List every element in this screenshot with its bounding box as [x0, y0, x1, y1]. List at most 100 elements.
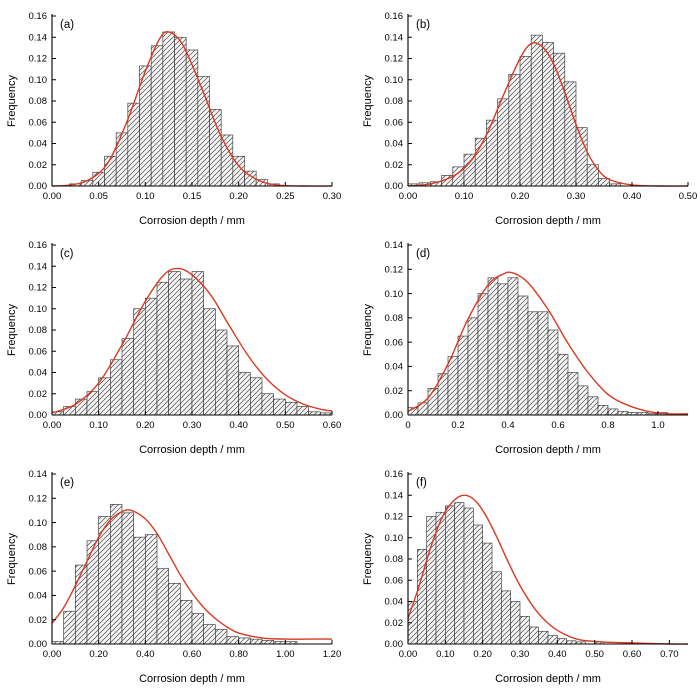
- histogram-bar: [238, 372, 251, 416]
- histogram-bar: [75, 398, 88, 416]
- histogram-bar: [607, 408, 619, 416]
- histogram-bar: [215, 329, 228, 416]
- fit-curve: [51, 267, 333, 414]
- histogram-bar: [174, 36, 187, 186]
- x-tick-label: 0.10: [136, 191, 155, 202]
- x-tick-label: 0.40: [136, 649, 155, 660]
- histogram-bar: [542, 41, 554, 186]
- y-tick-label: 0.12: [29, 494, 48, 505]
- histogram-bar: [250, 639, 263, 645]
- y-tick-label: 0.14: [385, 32, 404, 43]
- fit-curve: [51, 30, 333, 187]
- histogram-bar: [519, 616, 530, 645]
- panel-label: (e): [60, 477, 74, 489]
- y-tick-label: 0.08: [29, 325, 48, 336]
- histogram-bar: [110, 504, 123, 645]
- y-tick-label: 0.08: [385, 555, 404, 566]
- y-tick-label: 0.08: [29, 96, 48, 107]
- y-tick-label: 0.08: [385, 313, 404, 324]
- x-tick-label: 0.30: [323, 191, 342, 202]
- x-tick-label: 0.30: [567, 191, 586, 202]
- fit-curve: [407, 271, 689, 415]
- x-tick-label: 0.00: [43, 191, 62, 202]
- histogram-bar: [477, 293, 489, 416]
- y-tick-label: 0.12: [29, 283, 48, 294]
- y-axis-ticks: 0.00 0.02 0.04 0.06 0.08 0.10 0.12 0.14 0.16: [385, 470, 412, 651]
- histogram-bar: [203, 308, 216, 416]
- histogram-bar: [238, 637, 251, 645]
- x-tick-label: 1.00: [276, 649, 295, 660]
- histogram-bar: [557, 638, 567, 645]
- x-tick-label: 0.40: [548, 649, 567, 660]
- y-tick-label: 0.08: [29, 542, 48, 553]
- histogram-bar: [104, 155, 117, 186]
- histogram-bar: [63, 611, 76, 645]
- histogram-bar: [527, 311, 539, 416]
- histogram-bar: [454, 502, 465, 645]
- x-axis-ticks: 0.00 0.20 0.40 0.60 0.80 1.00 1.20: [43, 640, 341, 660]
- histogram-bar: [296, 406, 309, 416]
- x-axis-ticks: 0.00 0.10 0.20 0.30 0.40 0.50: [399, 181, 698, 202]
- fit-curve: [51, 509, 332, 641]
- y-tick-label: 0.06: [29, 346, 48, 357]
- y-tick-label: 0.16: [385, 11, 404, 22]
- histogram-bar: [457, 335, 469, 416]
- histogram-bar: [467, 317, 479, 416]
- y-axis-title: Frequency: [362, 74, 374, 126]
- x-tick-label: 0.15: [183, 191, 202, 202]
- y-tick-label: 0.00: [29, 640, 48, 651]
- x-tick-label: 0.50: [679, 191, 698, 202]
- x-tick-label: 0.20: [511, 191, 530, 202]
- histogram-bar: [115, 132, 129, 186]
- histogram-bar: [517, 295, 529, 416]
- y-tick-label: 0.04: [29, 368, 48, 379]
- histogram-bar: [547, 635, 558, 645]
- y-axis-ticks: 0.00 0.02 0.04 0.06 0.08 0.10 0.12 0.14 0.16: [385, 11, 412, 192]
- x-tick-label: 0.00: [399, 649, 418, 660]
- y-tick-label: 0.06: [385, 117, 404, 128]
- histogram-bar: [75, 565, 88, 645]
- histogram-bars: [407, 277, 679, 416]
- histogram-bar: [156, 568, 169, 645]
- histogram-bar: [447, 356, 459, 416]
- x-tick-label: 0.4: [501, 420, 514, 431]
- histogram-bar: [168, 583, 181, 645]
- histogram-bar: [133, 537, 146, 645]
- histogram-bar: [487, 277, 499, 416]
- y-tick-label: 0.04: [385, 597, 404, 608]
- y-tick-label: 0.10: [385, 533, 404, 544]
- histogram-bar: [168, 271, 181, 416]
- x-tick-label: 0.20: [136, 420, 155, 431]
- y-tick-label: 0.04: [385, 138, 404, 149]
- x-axis-title: Corrosion depth / mm: [495, 444, 601, 456]
- panel-f-chart: 0.00 0.10 0.20 0.30 0.40 0.50 0.60 0.70 0.00 0.02…: [362, 470, 689, 685]
- y-tick-label: 0.14: [29, 470, 48, 481]
- panel-d: 0 0.2 0.4 0.6 0.8 1.0 0.00 0.02 0.04 0.06 0.08 0.10…: [350, 233, 700, 460]
- y-tick-label: 0.06: [29, 567, 48, 578]
- axes: [407, 13, 688, 187]
- x-tick-label: 0.20: [89, 649, 108, 660]
- y-axis-ticks: 0.00 0.02 0.04 0.06 0.08 0.10 0.12 0.14: [385, 240, 412, 421]
- y-tick-label: 0.14: [29, 261, 48, 272]
- histogram-bar: [180, 278, 193, 416]
- histogram-bar: [463, 508, 474, 645]
- y-tick-label: 0.14: [29, 32, 48, 43]
- histogram-bar: [209, 108, 222, 186]
- y-tick-label: 0.00: [29, 410, 48, 421]
- histogram-bar: [191, 271, 204, 416]
- histogram-bar: [497, 98, 510, 186]
- x-tick-label: 0.05: [89, 191, 108, 202]
- y-tick-label: 0.12: [385, 53, 404, 64]
- histogram-bar: [273, 398, 286, 416]
- panel-label: (f): [416, 477, 427, 489]
- x-tick-label: 0.30: [511, 649, 530, 660]
- panel-e: 0.00 0.20 0.40 0.60 0.80 1.00 1.20 0.00 0.02 0.04…: [4, 463, 344, 690]
- y-tick-label: 0.10: [29, 304, 48, 315]
- histogram-bar: [497, 283, 509, 416]
- y-tick-label: 0.00: [385, 410, 404, 421]
- y-tick-label: 0.00: [29, 181, 48, 192]
- histogram-bar: [133, 308, 146, 416]
- y-tick-label: 0.04: [385, 362, 404, 373]
- axes: [407, 472, 688, 645]
- x-tick-label: 0.50: [276, 420, 295, 431]
